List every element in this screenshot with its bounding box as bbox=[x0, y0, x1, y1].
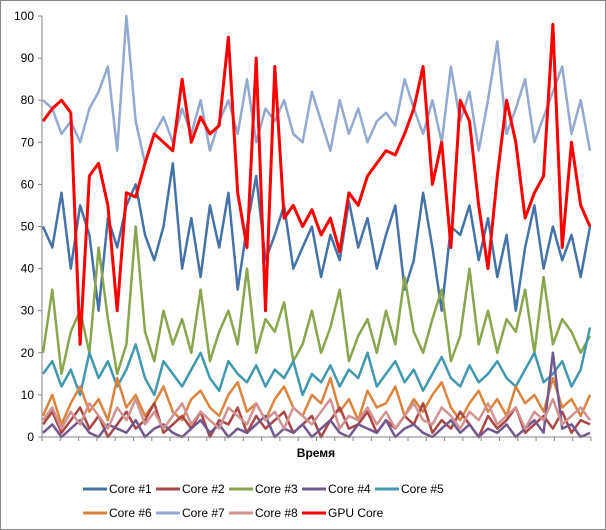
legend-item: Core #1 bbox=[83, 482, 152, 496]
x-ticks bbox=[41, 437, 592, 441]
legend: Core #1 Core #2 Core #3 Core #4 Core #5 Core … bbox=[83, 482, 444, 520]
legend-item: Core #2 bbox=[156, 482, 225, 496]
x-axis-title: Время bbox=[297, 446, 335, 460]
legend-label: Core #4 bbox=[328, 482, 371, 496]
y-tick-label: 50 bbox=[21, 220, 35, 234]
y-tick-label: 20 bbox=[21, 346, 35, 360]
legend-item: Core #6 bbox=[83, 506, 152, 520]
series-line-core-7 bbox=[42, 14, 592, 165]
legend-label: Core #1 bbox=[109, 482, 152, 496]
y-tick-label: 80 bbox=[21, 93, 35, 107]
series-line-gpu-core bbox=[41, 22, 592, 346]
series-line-core-8 bbox=[41, 397, 592, 430]
legend-label: Core #7 bbox=[182, 506, 225, 520]
legend-item: GPU Core bbox=[302, 506, 384, 520]
legend-item: Core #4 bbox=[302, 482, 371, 496]
legend-label: GPU Core bbox=[328, 506, 384, 520]
series-line-core-3 bbox=[41, 225, 592, 376]
series-line-core-2 bbox=[41, 402, 591, 439]
legend-label: Core #2 bbox=[182, 482, 225, 496]
y-tick-label: 90 bbox=[21, 51, 35, 65]
y-tick-label: 0 bbox=[27, 430, 34, 444]
y-tick-label: 100 bbox=[14, 9, 34, 23]
legend-label: Core #3 bbox=[255, 482, 298, 496]
legend-item: Core #3 bbox=[229, 482, 298, 496]
y-tick-label: 30 bbox=[21, 304, 35, 318]
y-tick-label: 70 bbox=[21, 135, 35, 149]
series-line-core-4 bbox=[42, 351, 591, 439]
series-line-core-6 bbox=[41, 376, 592, 426]
series-line-core-1 bbox=[41, 162, 592, 312]
legend-item: Core #8 bbox=[229, 506, 298, 520]
legend-item: Core #5 bbox=[375, 482, 444, 496]
legend-item: Core #7 bbox=[156, 506, 225, 520]
legend-label: Core #5 bbox=[401, 482, 444, 496]
y-ticks: 0 10 20 30 40 50 60 70 80 90 100 bbox=[14, 9, 42, 444]
legend-label: Core #8 bbox=[255, 506, 298, 520]
y-tick-label: 10 bbox=[21, 388, 35, 402]
series-layer bbox=[41, 14, 592, 439]
legend-label: Core #6 bbox=[109, 506, 152, 520]
series-line-core-5 bbox=[41, 327, 592, 397]
y-tick-label: 60 bbox=[21, 177, 35, 191]
y-tick-label: 40 bbox=[21, 262, 35, 276]
